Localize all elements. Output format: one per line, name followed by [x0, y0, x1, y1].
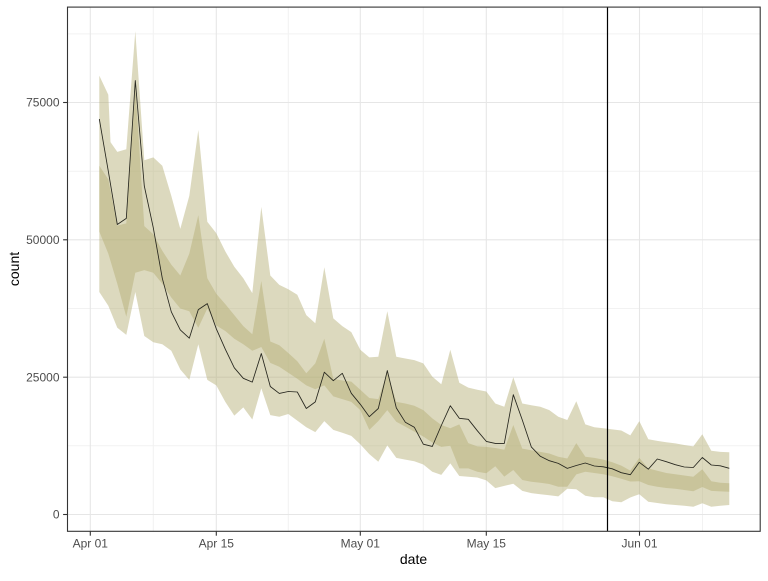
svg-text:Apr 15: Apr 15	[199, 537, 235, 551]
svg-text:0: 0	[53, 508, 60, 522]
svg-text:75000: 75000	[26, 96, 60, 110]
svg-text:count: count	[6, 252, 22, 286]
svg-text:date: date	[400, 551, 427, 567]
svg-text:25000: 25000	[26, 370, 60, 384]
svg-text:Jun 01: Jun 01	[621, 537, 657, 551]
svg-text:May 01: May 01	[341, 537, 381, 551]
svg-text:50000: 50000	[26, 233, 60, 247]
svg-text:May 15: May 15	[467, 537, 507, 551]
svg-text:Apr 01: Apr 01	[73, 537, 109, 551]
